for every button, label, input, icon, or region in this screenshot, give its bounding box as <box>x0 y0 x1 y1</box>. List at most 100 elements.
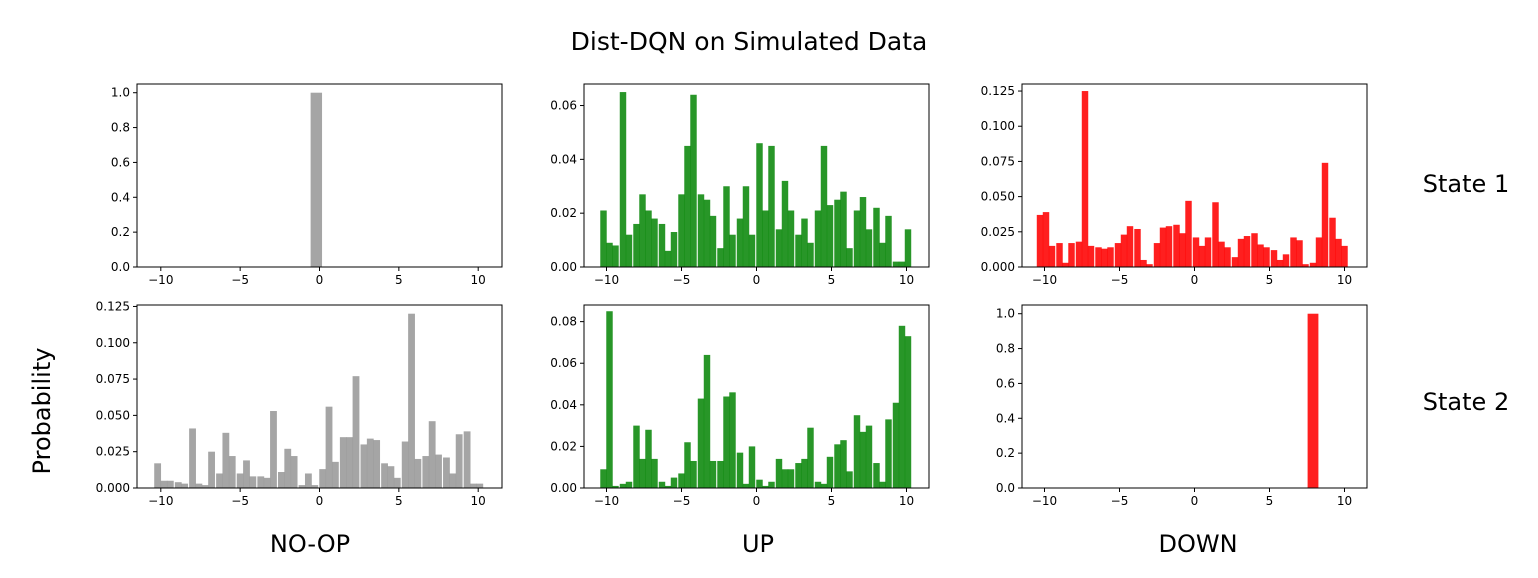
bar <box>1095 247 1102 267</box>
x-tick-label: 0 <box>316 273 324 287</box>
bar <box>807 427 814 488</box>
bar <box>834 444 841 488</box>
row-label-state1: State 1 <box>1423 170 1509 198</box>
bar <box>703 199 711 267</box>
bar <box>1068 243 1075 267</box>
bar <box>846 248 853 267</box>
y-tick-label: 0.050 <box>96 408 130 422</box>
bar <box>1307 313 1319 488</box>
x-tick-label: 5 <box>1266 273 1274 287</box>
bar <box>319 469 327 488</box>
bar <box>1036 214 1044 267</box>
bar <box>1204 237 1212 267</box>
y-tick-label: 0.04 <box>550 398 577 412</box>
bar <box>742 483 750 488</box>
x-tick-label: −5 <box>1111 494 1129 508</box>
bar <box>670 232 678 267</box>
bar <box>1224 247 1231 267</box>
bar <box>820 145 828 267</box>
bar <box>639 194 646 267</box>
subplot-2: −10 −5 0 5 10 0.00 0.02 0.04 0.06 <box>550 83 930 287</box>
y-tick-label: 0.06 <box>550 356 577 370</box>
bar <box>1296 240 1303 267</box>
bar <box>290 456 298 488</box>
bar <box>748 234 756 267</box>
bar <box>664 485 672 488</box>
bar <box>865 229 873 267</box>
bar <box>600 469 607 488</box>
y-tick-label: 0.000 <box>96 481 130 495</box>
bar <box>787 210 795 267</box>
bar <box>1231 257 1239 267</box>
bar <box>633 425 640 488</box>
bar <box>1329 217 1336 267</box>
bar <box>834 199 841 267</box>
bar <box>651 458 658 488</box>
x-tick-label: 5 <box>828 273 836 287</box>
bar <box>1185 200 1192 267</box>
bar <box>1257 244 1264 267</box>
y-tick-label: 0.025 <box>981 225 1015 239</box>
bar <box>201 485 209 488</box>
bar <box>181 483 189 488</box>
y-tick-label: 0.0 <box>111 260 130 274</box>
bar <box>1335 238 1342 267</box>
y-tick-label: 0.00 <box>550 481 577 495</box>
bar <box>257 476 265 488</box>
bar <box>304 473 312 488</box>
x-tick-label: 0 <box>316 494 324 508</box>
bar <box>678 194 685 267</box>
bar <box>795 234 802 267</box>
bar <box>443 457 450 488</box>
bar <box>873 207 880 267</box>
column-label-down: DOWN <box>1158 530 1237 558</box>
bar <box>690 94 697 267</box>
figure-title: Dist-DQN on Simulated Data <box>571 27 928 56</box>
bar <box>904 229 912 267</box>
bar <box>449 473 457 488</box>
bar <box>756 479 763 488</box>
y-tick-label: 0.06 <box>550 99 577 113</box>
bar <box>801 458 808 488</box>
bar <box>195 483 203 488</box>
bar <box>1321 162 1329 267</box>
bar <box>1309 262 1317 267</box>
bar <box>859 431 867 488</box>
bar <box>840 191 847 267</box>
bar <box>678 473 685 488</box>
y-tick-label: 0.0 <box>996 481 1015 495</box>
y-tick-label: 0.2 <box>996 446 1015 460</box>
bar <box>1251 233 1258 267</box>
bar <box>278 472 285 488</box>
x-tick-label: 0 <box>1191 273 1199 287</box>
x-tick-label: −10 <box>594 494 619 508</box>
x-tick-label: 0 <box>753 494 761 508</box>
y-tick-label: 0.04 <box>550 152 577 166</box>
y-tick-label: 0.000 <box>981 260 1015 274</box>
y-tick-label: 0.4 <box>996 411 1015 425</box>
bar <box>762 210 769 267</box>
bar <box>174 482 182 488</box>
bar <box>1198 245 1206 267</box>
bar <box>1263 247 1270 267</box>
x-tick-label: 10 <box>1337 494 1352 508</box>
bar <box>1341 245 1348 267</box>
bar <box>1237 238 1245 267</box>
bar <box>892 402 900 488</box>
bar <box>408 313 415 488</box>
bar <box>325 406 333 488</box>
y-tick-label: 0.2 <box>111 225 130 239</box>
bar <box>270 411 277 488</box>
y-tick-label: 0.100 <box>981 119 1015 133</box>
y-tick-label: 0.8 <box>111 121 130 135</box>
bar <box>606 242 613 267</box>
bar <box>393 477 401 488</box>
bar <box>1173 224 1180 267</box>
x-tick-label: −5 <box>673 494 691 508</box>
bar <box>684 145 691 267</box>
x-tick-label: 10 <box>1337 273 1352 287</box>
bar <box>1048 245 1056 267</box>
bar <box>606 311 613 488</box>
bar <box>658 223 666 267</box>
